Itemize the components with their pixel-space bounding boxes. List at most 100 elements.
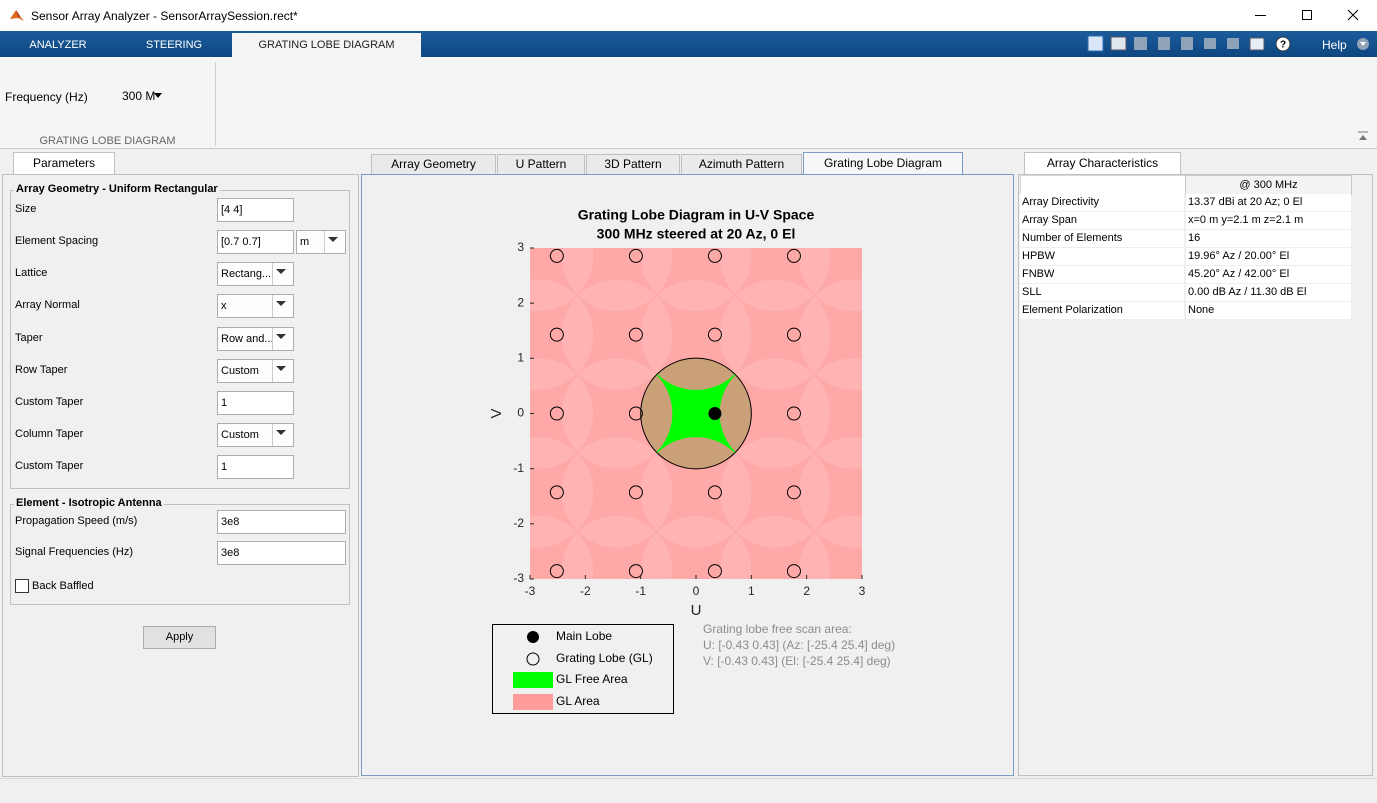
field-label: Taper xyxy=(15,332,43,344)
frequency-dropdown[interactable]: 300 M xyxy=(122,89,156,103)
dropdown-arrow[interactable] xyxy=(276,301,286,306)
field-label: Propagation Speed (m/s) xyxy=(15,515,138,527)
field-label: Element Spacing xyxy=(15,235,99,247)
toolstrip-tab[interactable]: ANALYZER xyxy=(29,39,87,51)
table-cell: 16 xyxy=(1185,230,1351,248)
gl-area-petal xyxy=(957,358,1011,469)
svg-text:?: ? xyxy=(1280,40,1286,51)
checkbox-label: Back Baffled xyxy=(32,580,94,592)
plot-tab[interactable]: Grating Lobe Diagram xyxy=(803,152,963,174)
toolstrip-tab[interactable]: GRATING LOBE DIAGRAM xyxy=(258,39,395,51)
gl-area-petal xyxy=(562,175,673,232)
x-tick-label: -2 xyxy=(580,584,591,598)
gl-area-petal xyxy=(404,437,515,548)
table-cell: SLL xyxy=(1020,284,1184,302)
gl-area-petal xyxy=(957,175,1011,232)
gl-area-petal xyxy=(362,595,435,706)
gl-area-petal xyxy=(561,436,673,548)
group-box xyxy=(10,504,350,605)
legend-label: Main Lobe xyxy=(556,629,612,643)
table-cell: 0.00 dB Az / 11.30 dB El xyxy=(1185,284,1351,302)
quick-access-icons[interactable]: ? xyxy=(1078,34,1300,54)
text-field[interactable]: [0.7 0.7] xyxy=(217,230,294,254)
dropdown-arrow[interactable] xyxy=(276,430,286,435)
ribbon-menu[interactable] xyxy=(1356,37,1370,51)
dropdown-divider xyxy=(272,360,273,382)
gl-area-petal xyxy=(720,673,831,773)
dropdown-arrow[interactable] xyxy=(328,237,338,242)
help-button[interactable]: Help xyxy=(1322,38,1347,52)
dropdown[interactable]: m xyxy=(296,230,346,254)
window-controls[interactable] xyxy=(1240,0,1377,31)
plot-tab[interactable]: Azimuth Pattern xyxy=(681,154,802,174)
selected-tab-bg xyxy=(232,33,421,57)
legend-patch xyxy=(513,672,553,688)
dropdown[interactable]: Row and... xyxy=(217,327,294,351)
table-header: @ 300 MHz xyxy=(1185,175,1352,195)
table-cell: Element Polarization xyxy=(1020,302,1184,320)
plot-tab[interactable]: Array Geometry xyxy=(371,154,496,174)
separator xyxy=(215,62,216,146)
gl-area-petal xyxy=(561,248,673,312)
table-cell: None xyxy=(1185,302,1351,320)
grating-lobe xyxy=(786,327,801,342)
table-cell: x=0 m y=2.1 m z=2.1 m xyxy=(1185,212,1351,230)
dropdown-arrow[interactable] xyxy=(276,366,286,371)
plot-tab[interactable]: U Pattern xyxy=(497,154,585,174)
table-cell: HPBW xyxy=(1020,248,1184,266)
text-field[interactable]: 1 xyxy=(217,391,294,415)
legend-marker xyxy=(526,652,540,666)
apply-button[interactable]: Apply xyxy=(143,626,216,649)
x-tick-label: 1 xyxy=(748,584,755,598)
parameters-panel xyxy=(2,174,359,777)
panel-tab[interactable]: Parameters xyxy=(13,152,115,174)
toolstrip-tab[interactable]: STEERING xyxy=(145,39,203,51)
text-field[interactable]: 1 xyxy=(217,455,294,479)
dropdown-divider xyxy=(272,328,273,350)
dropdown[interactable]: x xyxy=(217,294,294,318)
dropdown-arrow[interactable] xyxy=(153,92,163,100)
dropdown[interactable]: Custom xyxy=(217,359,294,383)
checkbox[interactable] xyxy=(15,579,29,593)
gl-area-petal xyxy=(640,248,752,312)
text-field[interactable]: [4 4] xyxy=(217,198,294,222)
text-field[interactable]: 3e8 xyxy=(217,510,346,534)
group-title: Element - Isotropic Antenna xyxy=(14,497,164,509)
grating-lobe xyxy=(707,485,722,500)
gl-area-petal xyxy=(561,358,673,469)
legend-patch xyxy=(513,694,553,710)
gl-area-petal xyxy=(404,516,515,627)
plot-tab[interactable]: 3D Pattern xyxy=(586,154,680,174)
panel-tab[interactable]: Array Characteristics xyxy=(1024,152,1181,174)
gl-area-petal xyxy=(957,201,1011,312)
gl-area-petal xyxy=(798,436,862,548)
gl-area-petal xyxy=(719,515,831,579)
gl-area-petal xyxy=(561,515,673,579)
gl-area-petal xyxy=(404,175,515,232)
section-label: GRATING LOBE DIAGRAM xyxy=(39,135,176,147)
y-tick-label: -1 xyxy=(513,461,524,475)
dropdown-divider xyxy=(324,231,325,253)
gl-area-petal xyxy=(878,358,989,469)
gl-area-petal xyxy=(483,175,594,232)
dropdown[interactable]: Rectang... xyxy=(217,262,294,286)
gl-area-petal xyxy=(957,437,1011,548)
dropdown-arrow[interactable] xyxy=(276,269,286,274)
table-cell: Array Directivity xyxy=(1020,194,1184,212)
text-field[interactable]: 3e8 xyxy=(217,541,346,565)
grating-lobe xyxy=(549,485,564,500)
x-tick-label: 3 xyxy=(859,584,866,598)
app-icon xyxy=(10,10,24,21)
chart-title: Grating Lobe Diagram in U-V Space xyxy=(578,207,815,223)
gl-area-petal xyxy=(878,279,989,390)
dropdown[interactable]: Custom xyxy=(217,423,294,447)
gl-area-petal xyxy=(798,279,862,391)
gl-area-petal xyxy=(640,515,752,579)
legend-label: Grating Lobe (GL) xyxy=(556,651,653,665)
group-title: Array Geometry - Uniform Rectangular xyxy=(14,183,220,195)
dropdown-arrow[interactable] xyxy=(276,334,286,339)
collapse-toolstrip[interactable] xyxy=(1357,130,1369,142)
x-tick-label: 2 xyxy=(803,584,810,598)
gl-area-petal xyxy=(878,201,989,312)
gl-area-petal xyxy=(878,516,989,627)
